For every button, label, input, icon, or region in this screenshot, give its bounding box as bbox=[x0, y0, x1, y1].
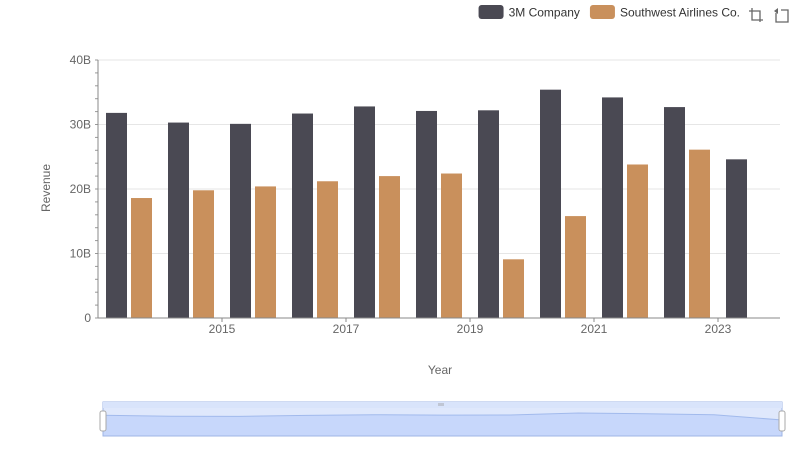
legend-swatch bbox=[589, 5, 615, 19]
bar-southwest-2019[interactable] bbox=[441, 173, 462, 318]
bar-3m-2014[interactable] bbox=[106, 112, 127, 318]
bar-3m-2018[interactable] bbox=[354, 106, 375, 318]
bar-3m-2017[interactable] bbox=[292, 113, 313, 318]
x-tick-label: 2017 bbox=[333, 322, 360, 336]
bar-3m-2021[interactable] bbox=[540, 89, 561, 318]
y-tick-label: 20B bbox=[70, 182, 91, 196]
bar-3m-2023[interactable] bbox=[664, 107, 685, 319]
legend: 3M Company Southwest Airlines Co. bbox=[478, 5, 740, 20]
x-axis-title: Year bbox=[428, 363, 452, 377]
legend-item-3m[interactable]: 3M Company bbox=[478, 5, 580, 20]
x-tick-label: 2023 bbox=[705, 322, 732, 336]
bar-southwest-2017[interactable] bbox=[317, 181, 338, 318]
datazoom-move-grip-icon[interactable] bbox=[438, 403, 444, 406]
datazoom-right-handle[interactable] bbox=[778, 410, 786, 432]
bar-3m-2016[interactable] bbox=[230, 123, 251, 318]
bar-southwest-2018[interactable] bbox=[379, 176, 400, 318]
bar-3m-2019[interactable] bbox=[416, 110, 437, 318]
y-axis-title: Revenue bbox=[39, 164, 53, 212]
bar-southwest-2022[interactable] bbox=[627, 164, 648, 318]
bar-southwest-2015[interactable] bbox=[193, 190, 214, 318]
bar-southwest-2020[interactable] bbox=[503, 259, 524, 318]
legend-swatch bbox=[478, 5, 504, 19]
bar-southwest-2016[interactable] bbox=[255, 186, 276, 318]
restore-icon[interactable] bbox=[773, 7, 789, 23]
axes bbox=[97, 60, 780, 319]
bar-3m-2022[interactable] bbox=[602, 97, 623, 318]
legend-item-southwest[interactable]: Southwest Airlines Co. bbox=[589, 5, 740, 20]
x-tick-label: 2015 bbox=[209, 322, 236, 336]
datazoom-top-bar[interactable] bbox=[103, 402, 782, 408]
y-tick-labels: 0 10B 20B 30B 40B bbox=[70, 53, 92, 325]
x-tick-labels: 2015 2017 2019 2021 2023 bbox=[209, 318, 732, 336]
bar-3m-2024[interactable] bbox=[726, 159, 747, 318]
datazoom-slider[interactable] bbox=[99, 401, 786, 437]
y-tick-label: 10B bbox=[70, 247, 91, 261]
bar-series bbox=[106, 89, 747, 319]
y-tick-label: 40B bbox=[70, 53, 91, 67]
bar-southwest-2023[interactable] bbox=[689, 149, 710, 318]
y-tick-label: 30B bbox=[70, 118, 91, 132]
legend-label: Southwest Airlines Co. bbox=[620, 6, 740, 20]
y-tick-label: 0 bbox=[84, 311, 91, 325]
zoom-icon[interactable] bbox=[748, 7, 764, 23]
x-tick-label: 2021 bbox=[581, 322, 608, 336]
bar-3m-2015[interactable] bbox=[168, 122, 189, 318]
datazoom-left-handle[interactable] bbox=[99, 410, 107, 432]
bar-3m-2020[interactable] bbox=[478, 110, 499, 318]
bar-southwest-2021[interactable] bbox=[565, 216, 586, 318]
legend-label: 3M Company bbox=[509, 6, 580, 20]
x-tick-label: 2019 bbox=[457, 322, 484, 336]
bar-southwest-2014[interactable] bbox=[131, 198, 152, 318]
